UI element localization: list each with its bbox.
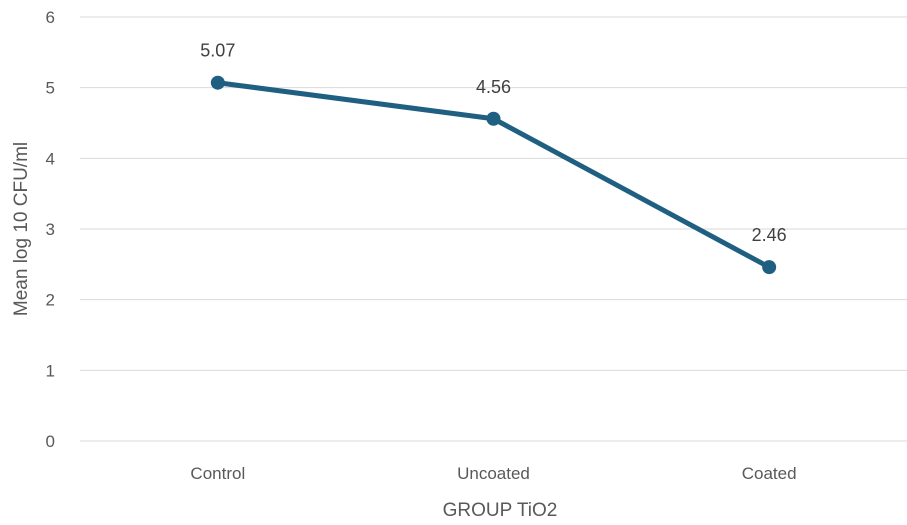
y-axis-ticks: 0 1 2 3 4 5 6 bbox=[46, 8, 55, 451]
data-label-control: 5.07 bbox=[200, 41, 235, 61]
data-label-coated: 2.46 bbox=[752, 225, 787, 245]
series-line-0 bbox=[215, 80, 772, 270]
x-tick-label-uncoated: Uncoated bbox=[457, 464, 530, 483]
x-axis-ticks: Control Uncoated Coated bbox=[190, 464, 796, 483]
data-point-uncoated bbox=[486, 111, 501, 126]
y-axis-title: Mean log 10 CFU/ml bbox=[11, 142, 32, 316]
series-layer bbox=[210, 75, 777, 275]
y-tick-label-1: 1 bbox=[46, 361, 55, 380]
data-point-control bbox=[210, 75, 225, 90]
y-tick-label-4: 4 bbox=[46, 149, 55, 168]
data-labels: 5.07 4.56 2.46 bbox=[200, 41, 786, 245]
y-tick-label-2: 2 bbox=[46, 291, 55, 310]
y-tick-label-5: 5 bbox=[46, 79, 55, 98]
data-point-coated bbox=[762, 260, 777, 275]
y-tick-label-6: 6 bbox=[46, 8, 55, 27]
x-tick-label-coated: Coated bbox=[742, 464, 797, 483]
data-label-uncoated: 4.56 bbox=[476, 77, 511, 97]
x-tick-label-control: Control bbox=[190, 464, 245, 483]
x-axis-title: GROUP TiO2 bbox=[443, 500, 558, 521]
y-tick-label-3: 3 bbox=[46, 220, 55, 239]
y-tick-label-0: 0 bbox=[46, 432, 55, 451]
